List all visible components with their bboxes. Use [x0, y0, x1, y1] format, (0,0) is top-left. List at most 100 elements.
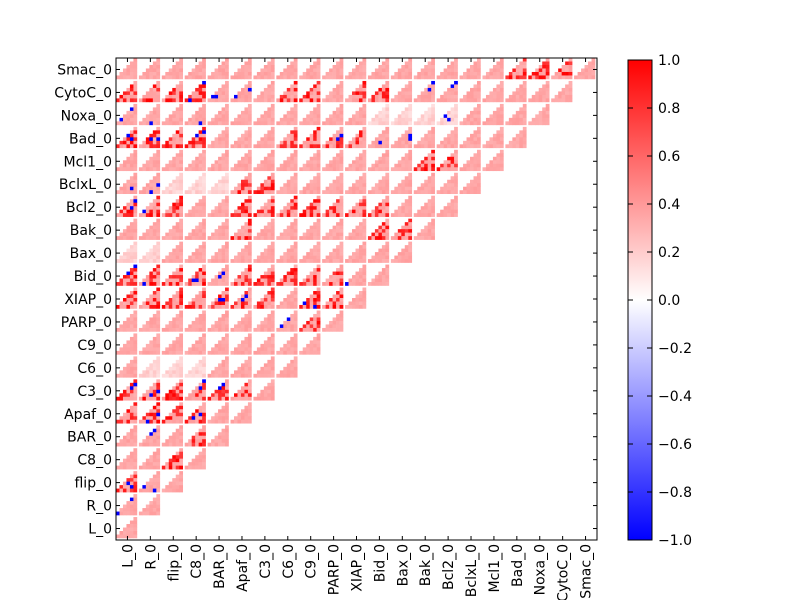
heatmap-cell [244, 236, 249, 240]
heatmap-cell [270, 336, 275, 341]
heatmap-cell [126, 156, 131, 161]
heatmap-panel [230, 172, 252, 195]
heatmap-cell [545, 58, 550, 62]
heatmap-cell [172, 156, 177, 161]
heatmap-cell [179, 366, 184, 371]
heatmap-cell [309, 179, 314, 184]
heatmap-cell [329, 117, 333, 122]
heatmap-cell [214, 190, 219, 195]
heatmap-cell [381, 137, 386, 142]
heatmap-cell [260, 206, 265, 210]
heatmap-cell [179, 245, 184, 249]
heatmap-cell [126, 298, 131, 302]
heatmap-cell [431, 110, 435, 115]
heatmap-cell [283, 350, 288, 355]
heatmap-cell [313, 206, 317, 210]
heatmap-cell [247, 98, 252, 103]
heatmap-cell [329, 206, 333, 210]
heatmap-cell [179, 163, 184, 168]
heatmap-cell [427, 160, 432, 165]
heatmap-cell [256, 140, 261, 145]
heatmap-cell [230, 167, 235, 172]
heatmap-cell [240, 137, 245, 142]
heatmap-cell [306, 209, 310, 214]
heatmap-cell [149, 396, 154, 401]
heatmap-cell [345, 259, 349, 263]
heatmap-cell [339, 64, 344, 69]
heatmap-cell [443, 213, 448, 217]
heatmap-cell [129, 340, 134, 345]
heatmap-cell [352, 137, 356, 142]
heatmap-cell [191, 304, 196, 309]
heatmap-cell [247, 149, 252, 154]
heatmap-cell [225, 336, 229, 341]
heatmap-cell [129, 451, 134, 456]
heatmap-cell [221, 71, 226, 76]
heatmap-cell [225, 340, 229, 345]
heatmap-cell [577, 75, 582, 80]
heatmap-cell [470, 71, 474, 76]
heatmap-cell [531, 71, 536, 76]
heatmap-cell [450, 107, 455, 112]
heatmap-cell [156, 451, 161, 456]
heatmap-cell [145, 366, 150, 371]
heatmap-cell [401, 140, 406, 145]
heatmap-cell [172, 412, 177, 417]
heatmap-cell [385, 232, 390, 237]
heatmap-cell [482, 144, 487, 149]
heatmap-cell [316, 241, 321, 246]
heatmap-cell [309, 163, 314, 168]
heatmap-cell [316, 68, 321, 73]
heatmap-cell [129, 366, 134, 371]
heatmap-panel [299, 264, 321, 286]
heatmap-cell [358, 298, 363, 302]
heatmap-cell [152, 327, 157, 332]
heatmap-cell [133, 245, 138, 249]
heatmap-cell [424, 179, 428, 184]
heatmap-cell [420, 121, 425, 126]
heatmap-cell [156, 439, 161, 443]
heatmap-cell [443, 163, 448, 168]
heatmap-cell [293, 80, 298, 85]
heatmap-cell [293, 144, 298, 149]
heatmap-cell [225, 167, 229, 172]
heatmap-cell [408, 94, 413, 99]
heatmap-cell [202, 317, 206, 322]
heatmap-cell [352, 278, 356, 283]
heatmap-cell [352, 255, 356, 260]
heatmap-cell [122, 439, 127, 443]
heatmap-cell [256, 304, 261, 309]
heatmap-cell [381, 255, 386, 260]
heatmap-cell [175, 133, 180, 138]
heatmap-cell [149, 225, 154, 230]
heatmap-cell [293, 340, 298, 345]
heatmap-cell [499, 110, 504, 115]
heatmap-cell [195, 259, 199, 263]
heatmap-cell [371, 167, 376, 172]
heatmap-cell [225, 87, 229, 92]
heatmap-cell [302, 94, 307, 99]
heatmap-cell [168, 462, 173, 466]
heatmap-cell [138, 350, 143, 355]
heatmap-cell [267, 144, 272, 149]
heatmap-cell [175, 107, 180, 112]
heatmap-cell [352, 71, 356, 76]
heatmap-cell [279, 327, 284, 332]
heatmap-cell [362, 183, 367, 188]
heatmap-cell [348, 190, 353, 195]
heatmap-cell [427, 61, 432, 66]
heatmap-cell [133, 442, 138, 447]
heatmap-cell [404, 91, 409, 96]
heatmap-cell [397, 206, 402, 210]
heatmap-cell [179, 103, 184, 108]
heatmap-cell [270, 393, 275, 398]
heatmap-cell [358, 222, 363, 226]
heatmap-panel [253, 58, 275, 80]
heatmap-cell [179, 91, 184, 96]
heatmap-cell [202, 320, 206, 325]
heatmap-cell [119, 190, 124, 195]
heatmap-cell [214, 255, 219, 260]
heatmap-cell [218, 275, 222, 279]
heatmap-cell [126, 389, 131, 394]
heatmap-cell [225, 320, 229, 325]
